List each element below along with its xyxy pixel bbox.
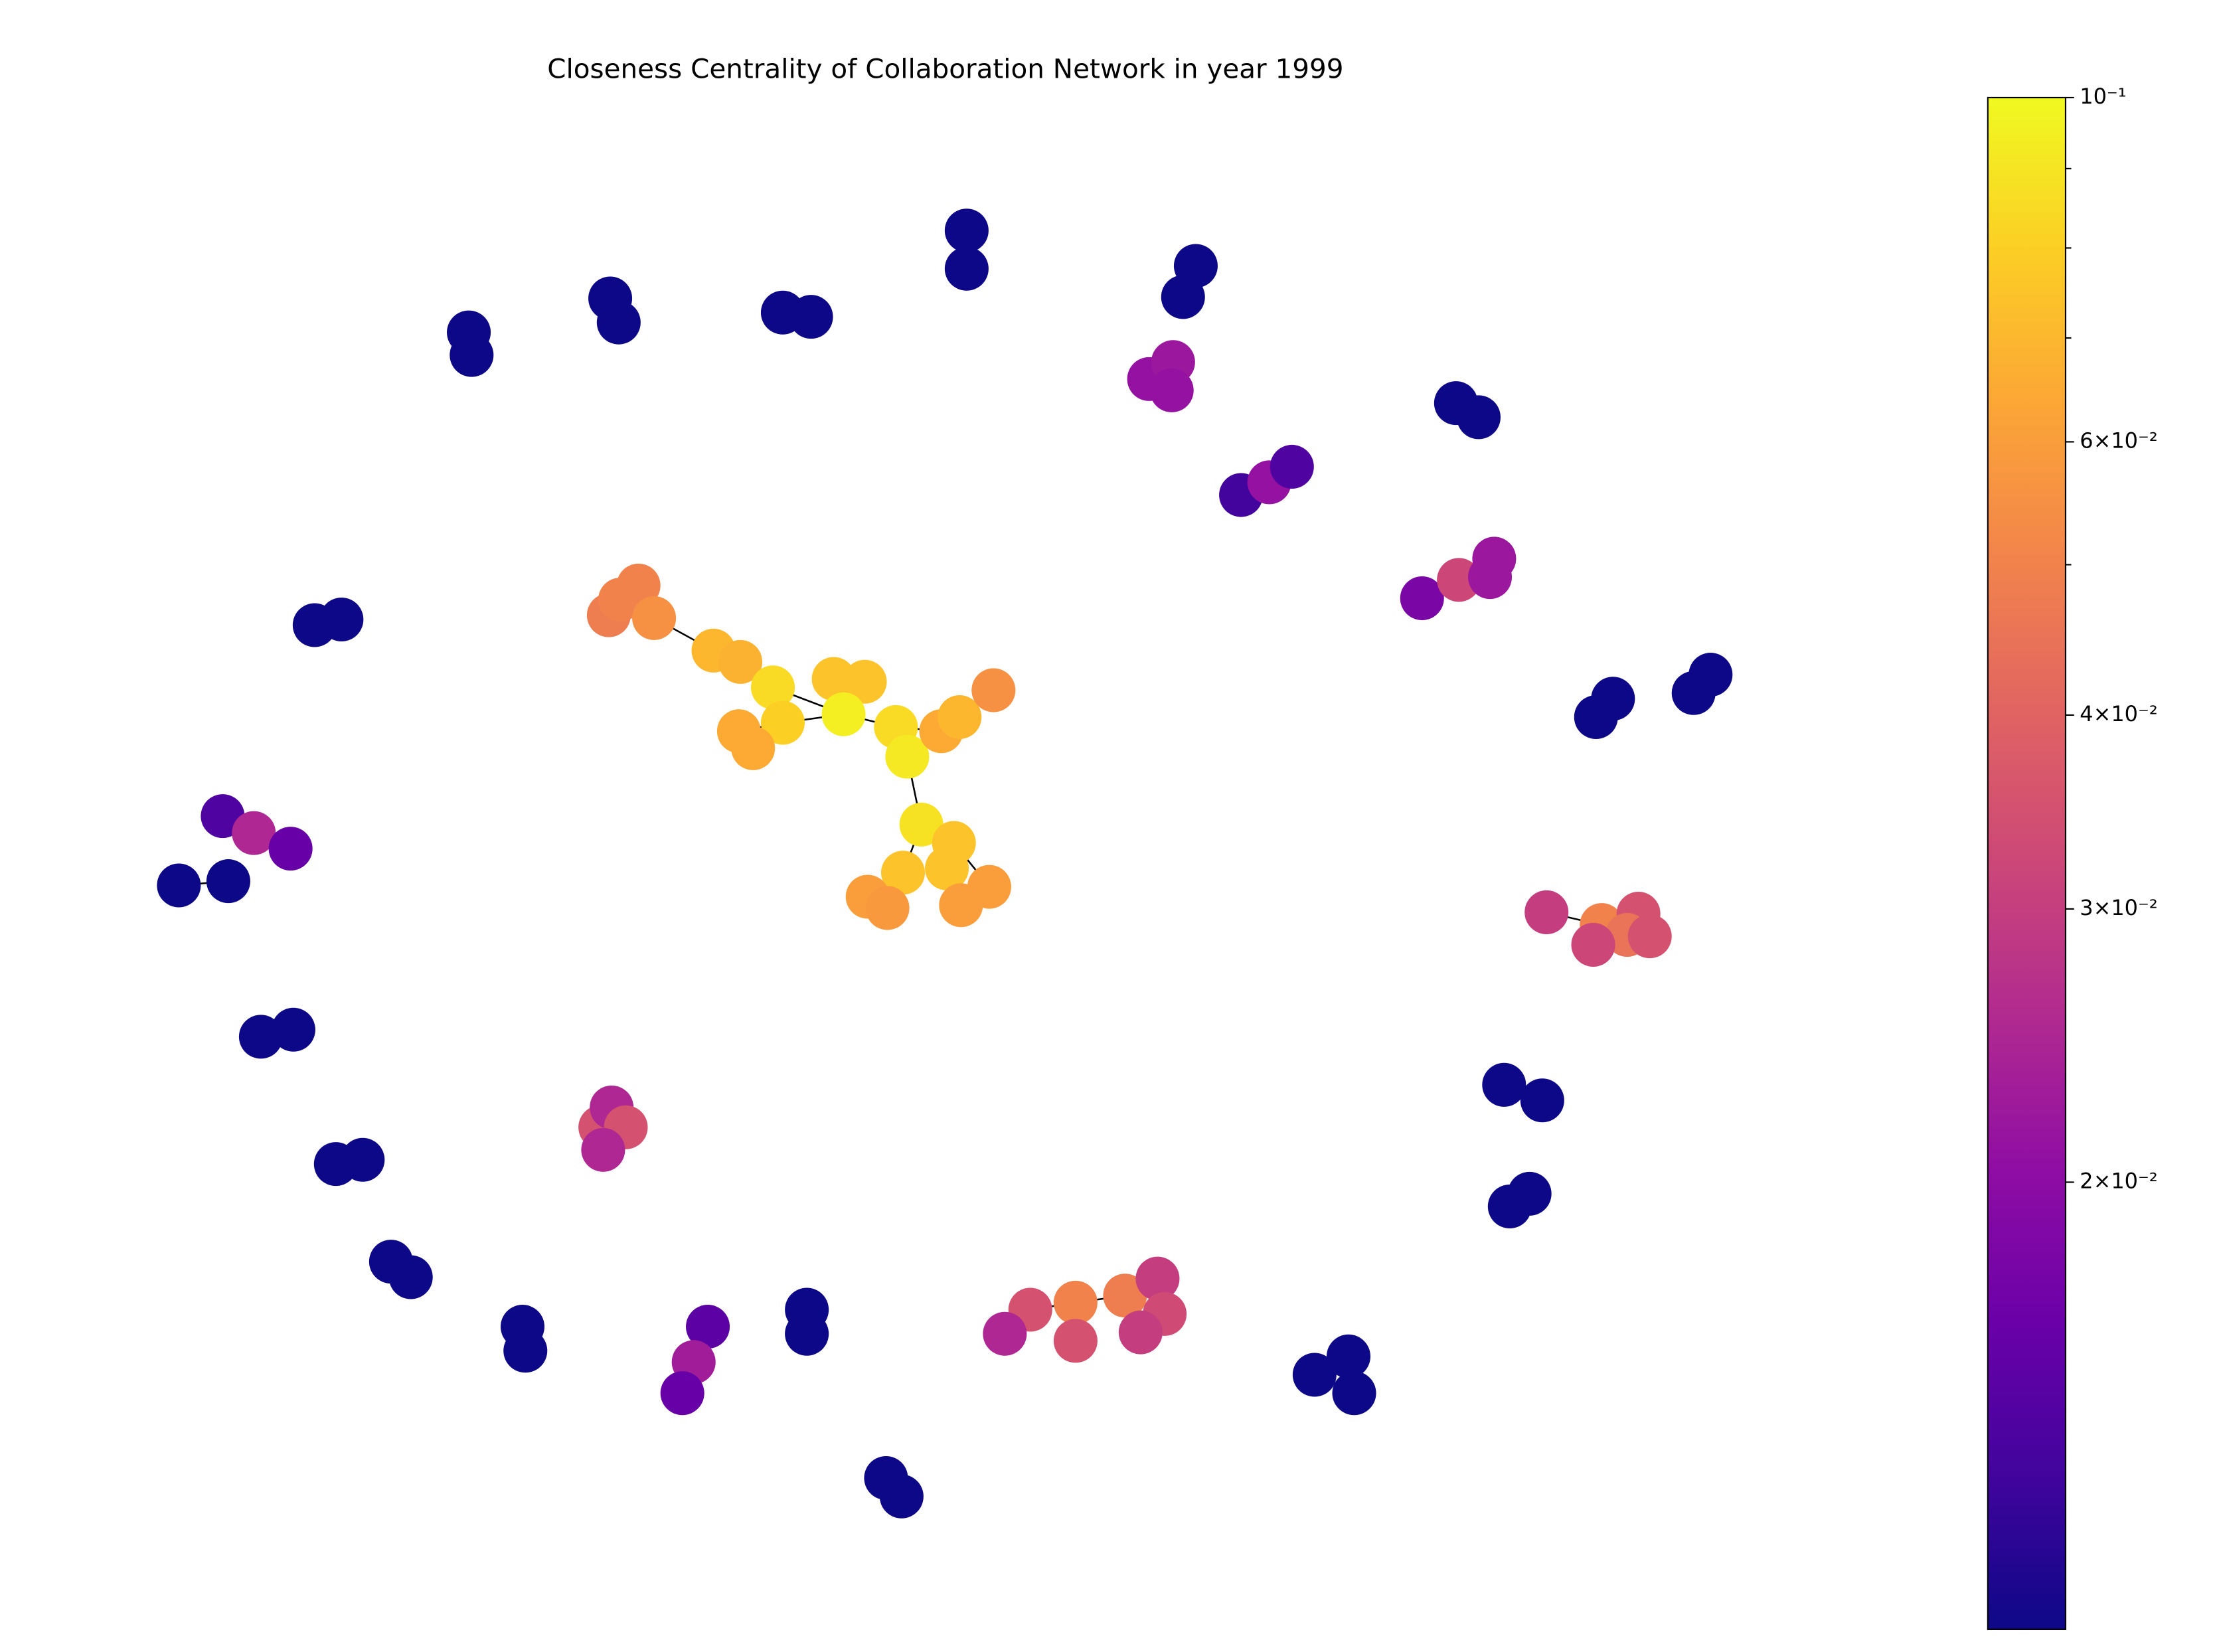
node — [879, 1474, 924, 1519]
node — [1135, 1256, 1180, 1301]
node — [785, 1311, 829, 1356]
node — [821, 692, 866, 736]
node — [983, 1311, 1027, 1356]
node — [1149, 368, 1194, 412]
node — [632, 596, 677, 640]
node — [1053, 1319, 1098, 1363]
node — [925, 846, 969, 890]
node — [503, 1329, 548, 1373]
node — [944, 246, 989, 291]
node — [880, 851, 926, 895]
colorbar-tick-label: 3×10⁻² — [2080, 895, 2157, 920]
node — [596, 300, 641, 345]
node — [971, 668, 1016, 712]
node — [1400, 576, 1444, 621]
node — [1332, 1371, 1376, 1416]
node — [1487, 1184, 1532, 1229]
node — [885, 734, 930, 779]
node — [938, 695, 982, 739]
node — [1118, 1310, 1163, 1355]
node — [616, 563, 661, 608]
node — [1456, 395, 1501, 440]
node — [268, 827, 313, 871]
node — [1627, 914, 1672, 959]
node — [319, 597, 364, 642]
node — [1161, 275, 1205, 319]
node — [731, 726, 776, 770]
node — [1103, 1274, 1147, 1318]
node — [1292, 1353, 1337, 1397]
node — [1053, 1280, 1098, 1325]
colorbar-tick-label: 6×10⁻² — [2080, 428, 2157, 453]
node — [843, 659, 887, 704]
node — [1467, 555, 1513, 600]
node — [660, 1371, 704, 1416]
node — [1270, 444, 1314, 489]
node — [939, 883, 983, 928]
node — [899, 802, 944, 847]
colorbar-tick-label: 4×10⁻² — [2080, 701, 2157, 726]
node — [388, 1255, 433, 1299]
node — [206, 859, 250, 904]
colorbar-tick-label: 10⁻¹ — [2080, 84, 2126, 109]
node — [341, 1137, 385, 1182]
node — [1482, 1062, 1526, 1107]
node — [1571, 922, 1615, 967]
node — [1574, 695, 1618, 739]
node — [865, 886, 910, 930]
node — [789, 295, 833, 339]
node — [157, 863, 201, 908]
node — [1326, 1334, 1371, 1378]
node — [718, 639, 763, 684]
node — [686, 1305, 730, 1349]
node — [450, 333, 494, 377]
node — [1520, 1078, 1564, 1123]
node — [232, 811, 276, 855]
node — [1671, 671, 1716, 715]
node — [944, 208, 989, 253]
node — [271, 1007, 315, 1052]
node — [1524, 890, 1569, 934]
colorbar-tick-label: 2×10⁻² — [2080, 1168, 2157, 1193]
colorbar — [1987, 96, 2067, 1630]
node — [751, 665, 795, 710]
node — [581, 1127, 625, 1172]
nodes — [157, 208, 1733, 1519]
chart-title: Closeness Centrality of Collaboration Ne… — [547, 53, 1343, 85]
node — [760, 701, 805, 745]
